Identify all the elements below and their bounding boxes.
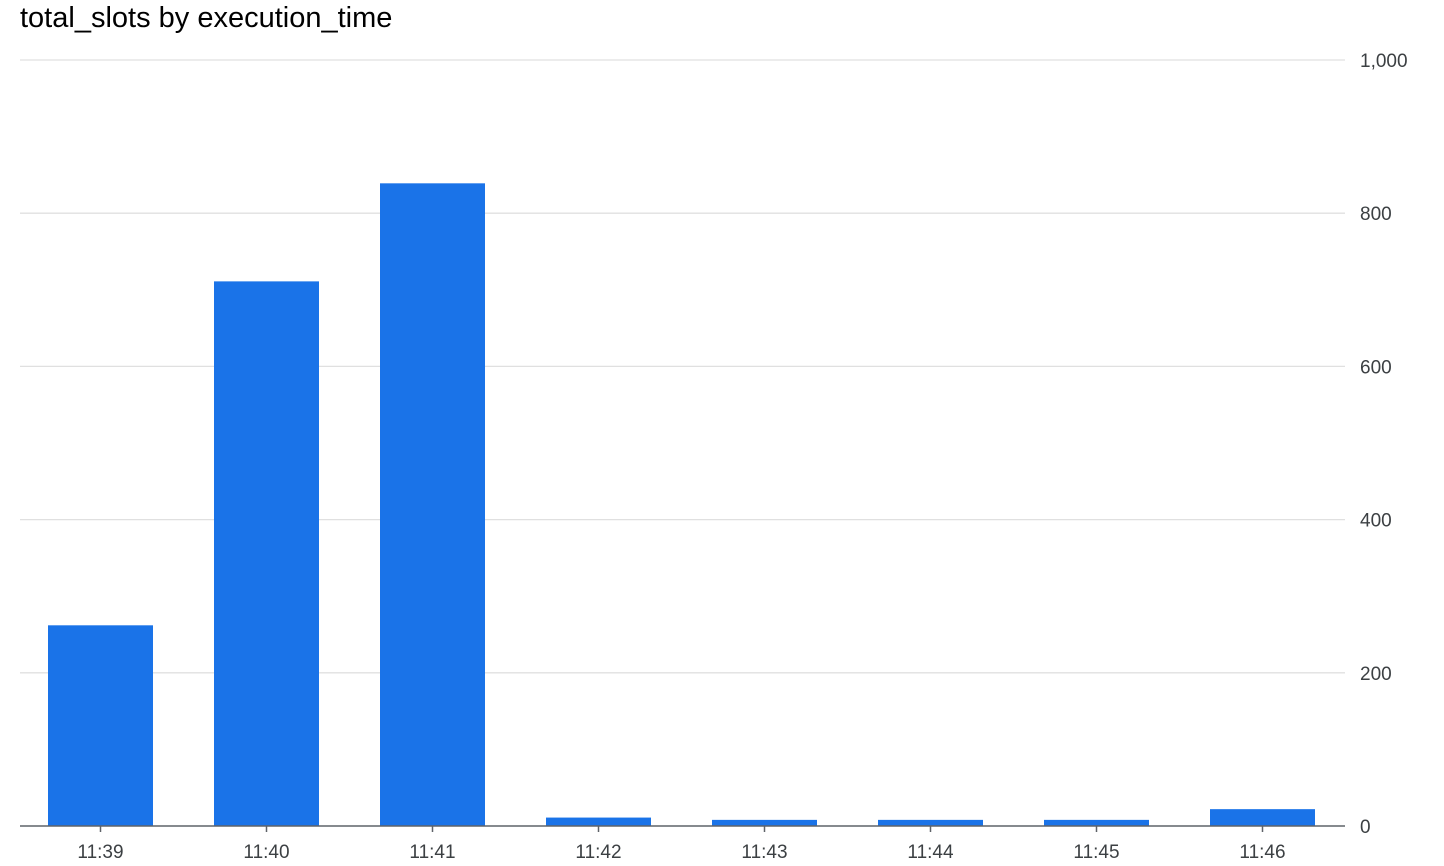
bar [878, 819, 983, 826]
x-axis [20, 825, 1345, 832]
chart-title: total_slots by execution_time [20, 2, 393, 34]
x-tick-label: 11:42 [575, 842, 621, 863]
bar [712, 819, 817, 826]
y-axis-ticks: 0 200 400 600 800 1,000 [1360, 51, 1408, 838]
bars [48, 183, 1315, 827]
x-axis-ticks: 11:39 11:40 11:41 11:42 11:43 11:44 11:45 11:46 [77, 842, 1285, 863]
x-tick-label: 11:44 [907, 842, 954, 863]
y-tick-label: 600 [1360, 357, 1392, 378]
x-tick-label: 11:46 [1239, 842, 1285, 863]
bar [546, 817, 651, 826]
y-tick-label: 200 [1360, 664, 1392, 685]
bar [1044, 819, 1149, 826]
y-tick-label: 0 [1360, 817, 1371, 838]
y-tick-label: 800 [1360, 204, 1392, 225]
x-tick-label: 11:40 [243, 842, 289, 863]
bar [48, 625, 153, 826]
bar [380, 183, 485, 827]
x-tick-label: 11:39 [77, 842, 123, 863]
bar [1210, 809, 1315, 826]
y-tick-label: 400 [1360, 511, 1392, 532]
y-tick-label: 1,000 [1360, 51, 1408, 72]
x-tick-label: 11:43 [741, 842, 787, 863]
bar [214, 281, 319, 826]
x-tick-label: 11:45 [1073, 842, 1119, 863]
x-tick-label: 11:41 [409, 842, 455, 863]
